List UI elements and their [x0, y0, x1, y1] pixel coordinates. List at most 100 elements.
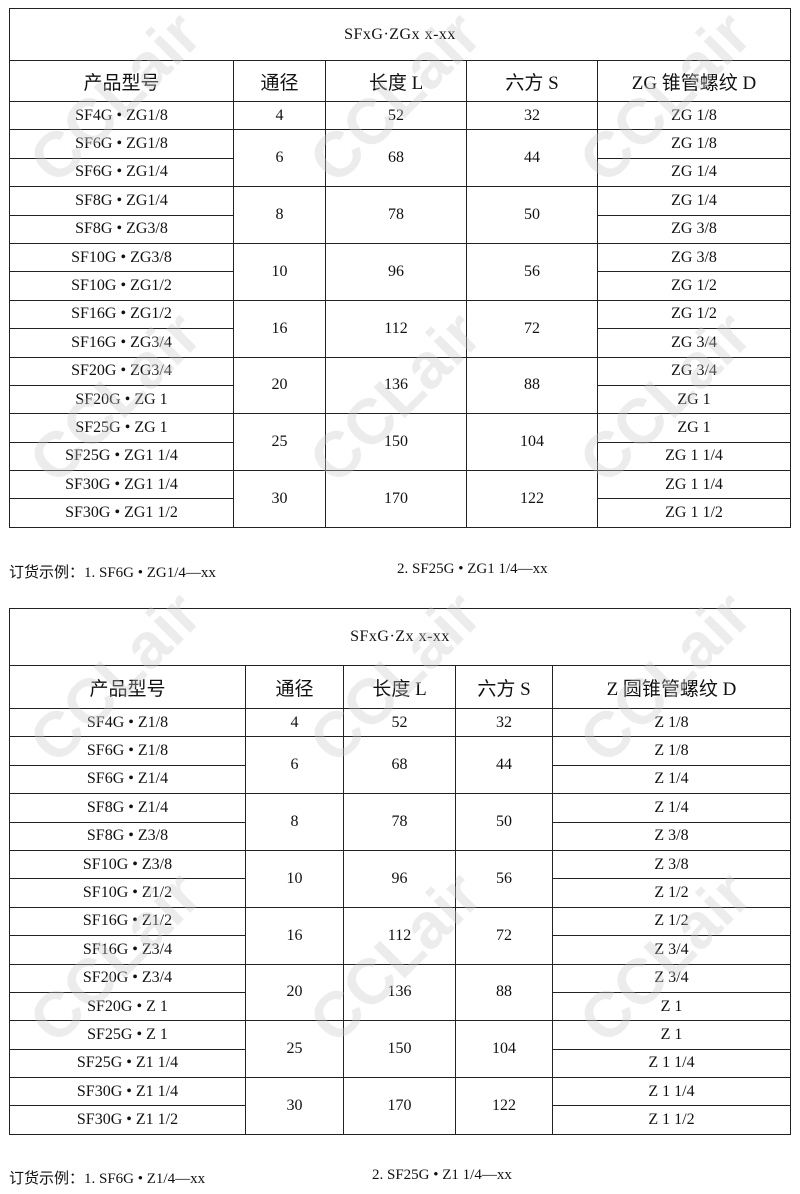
cell-thread: ZG 1/8 — [596, 129, 792, 159]
table-row: SF10G • Z3/8 10 96 56 Z 3/8 — [9, 849, 791, 908]
table-row: SF30G • ZG1 1/4 30 170 122 ZG 1 1/4 — [9, 470, 792, 528]
cell-thread: ZG 1 1/4 — [596, 470, 792, 500]
cell-model: SF10G • ZG1/2 — [9, 271, 234, 301]
cell-thread: Z 1/2 — [552, 906, 791, 937]
header-model: 产品型号 — [9, 60, 234, 102]
header-length: 长度 L — [325, 60, 467, 102]
cell-thread: ZG 1 1/4 — [596, 441, 792, 472]
table-row: SF30G • Z1 1/2 Z 1 1/2 — [9, 1105, 791, 1135]
table-row: SF4G • ZG1/8 4 52 32 ZG 1/8 — [9, 100, 792, 131]
cell-bore: 6 — [233, 129, 326, 188]
cell-model: SF8G • ZG3/8 — [9, 214, 234, 244]
cell-hex: 88 — [466, 356, 598, 415]
cell-length: 150 — [343, 1020, 456, 1079]
cell-hex: 44 — [466, 129, 598, 188]
cell-length: 170 — [325, 470, 467, 528]
header-length: 长度 L — [343, 665, 456, 709]
cell-bore: 30 — [245, 1077, 344, 1135]
cell-bore: 10 — [245, 849, 344, 908]
cell-length: 170 — [343, 1077, 456, 1135]
table-row: SF8G • ZG3/8 ZG 3/8 — [9, 214, 792, 244]
cell-model: SF20G • Z3/4 — [9, 963, 246, 993]
cell-bore: 10 — [233, 242, 326, 301]
cell-thread: Z 3/4 — [552, 963, 791, 993]
cell-model: SF8G • Z1/4 — [9, 793, 246, 823]
cell-bore: 20 — [233, 356, 326, 415]
cell-thread: Z 3/8 — [552, 821, 791, 851]
cell-bore: 8 — [233, 186, 326, 244]
order-example-2: 2. SF25G • ZG1 1/4—xx — [397, 561, 548, 577]
cell-thread: ZG 1/4 — [596, 186, 792, 216]
table-title: SFxG·Zx x-xx — [9, 608, 791, 666]
cell-model: SF8G • ZG1/4 — [9, 186, 234, 216]
cell-thread: Z 3/8 — [552, 849, 791, 880]
cell-model: SF20G • ZG3/4 — [9, 356, 234, 386]
cell-thread: Z 1/4 — [552, 764, 791, 795]
cell-thread: Z 1 — [552, 1020, 791, 1050]
table-row: SF25G • Z1 1/4 Z 1 1/4 — [9, 1048, 791, 1079]
table-row: SF30G • ZG1 1/2 ZG 1 1/2 — [9, 498, 792, 528]
cell-thread: ZG 3/8 — [596, 214, 792, 244]
cell-hex: 32 — [455, 707, 553, 738]
cell-model: SF30G • Z1 1/2 — [9, 1105, 246, 1135]
table-row: SF25G • ZG1 1/4 ZG 1 1/4 — [9, 441, 792, 472]
cell-model: SF8G • Z3/8 — [9, 821, 246, 851]
cell-thread: Z 1 1/2 — [552, 1105, 791, 1135]
header-hex: 六方 S — [455, 665, 553, 709]
spec-table-zg: SFxG·ZGx x-xx 产品型号 通径 长度 L 六方 S ZG 锥管螺纹 … — [8, 8, 792, 528]
table-row: SF20G • Z3/4 20 136 88 Z 3/4 — [9, 963, 791, 1022]
header-bore: 通径 — [233, 60, 326, 102]
table-row: SF6G • Z1/8 6 68 44 Z 1/8 — [9, 736, 791, 795]
cell-thread: Z 1 1/4 — [552, 1077, 791, 1107]
cell-bore: 20 — [245, 963, 344, 1022]
cell-bore: 6 — [245, 736, 344, 795]
table-row: SF10G • ZG1/2 ZG 1/2 — [9, 271, 792, 301]
cell-model: SF20G • ZG 1 — [9, 384, 234, 415]
cell-bore: 25 — [245, 1020, 344, 1079]
table-row: SF8G • Z3/8 Z 3/8 — [9, 821, 791, 851]
cell-bore: 30 — [233, 470, 326, 528]
cell-length: 68 — [325, 129, 467, 188]
cell-length: 52 — [325, 100, 467, 131]
cell-length: 52 — [343, 707, 456, 738]
cell-hex: 122 — [455, 1077, 553, 1135]
cell-bore: 4 — [233, 100, 326, 131]
cell-thread: ZG 1 — [596, 384, 792, 415]
cell-hex: 88 — [455, 963, 553, 1022]
cell-model: SF25G • ZG 1 — [9, 413, 234, 443]
header-row: 产品型号 通径 长度 L 六方 S Z 圆锥管螺纹 D — [9, 665, 791, 709]
cell-model: SF6G • ZG1/4 — [9, 157, 234, 188]
cell-model: SF25G • ZG1 1/4 — [9, 441, 234, 472]
header-model: 产品型号 — [9, 665, 246, 709]
cell-model: SF16G • Z3/4 — [9, 935, 246, 965]
cell-hex: 32 — [466, 100, 598, 131]
table-row: SF10G • ZG3/8 10 96 56 ZG 3/8 — [9, 242, 792, 301]
header-hex: 六方 S — [466, 60, 598, 102]
cell-thread: Z 1 1/4 — [552, 1048, 791, 1079]
table-row: SF20G • ZG 1 ZG 1 — [9, 384, 792, 415]
order-example-1: 订货示例：1. SF6G • ZG1/4—xx — [9, 565, 216, 581]
cell-length: 112 — [325, 299, 467, 358]
cell-hex: 104 — [466, 413, 598, 472]
cell-thread: Z 1 — [552, 991, 791, 1022]
cell-length: 78 — [343, 793, 456, 851]
cell-length: 136 — [343, 963, 456, 1022]
cell-model: SF30G • Z1 1/4 — [9, 1077, 246, 1107]
cell-model: SF25G • Z 1 — [9, 1020, 246, 1050]
cell-hex: 56 — [466, 242, 598, 301]
cell-model: SF6G • Z1/4 — [9, 764, 246, 795]
cell-model: SF30G • ZG1 1/2 — [9, 498, 234, 528]
table-row: SF20G • ZG3/4 20 136 88 ZG 3/4 — [9, 356, 792, 415]
table-row: SF16G • ZG1/2 16 112 72 ZG 1/2 — [9, 299, 792, 358]
table-row: SF16G • Z1/2 16 112 72 Z 1/2 — [9, 906, 791, 965]
cell-model: SF10G • Z3/8 — [9, 849, 246, 880]
cell-thread: Z 1/8 — [552, 736, 791, 766]
cell-thread: ZG 1/8 — [596, 100, 792, 131]
cell-length: 96 — [343, 849, 456, 908]
cell-thread: Z 3/4 — [552, 935, 791, 965]
cell-hex: 44 — [455, 736, 553, 795]
table-row: SF6G • Z1/4 Z 1/4 — [9, 764, 791, 795]
cell-hex: 50 — [455, 793, 553, 851]
spec-table-z: SFxG·Zx x-xx 产品型号 通径 长度 L 六方 S Z 圆锥管螺纹 D… — [9, 608, 791, 1135]
order-example-2: 2. SF25G • Z1 1/4—xx — [372, 1167, 512, 1183]
